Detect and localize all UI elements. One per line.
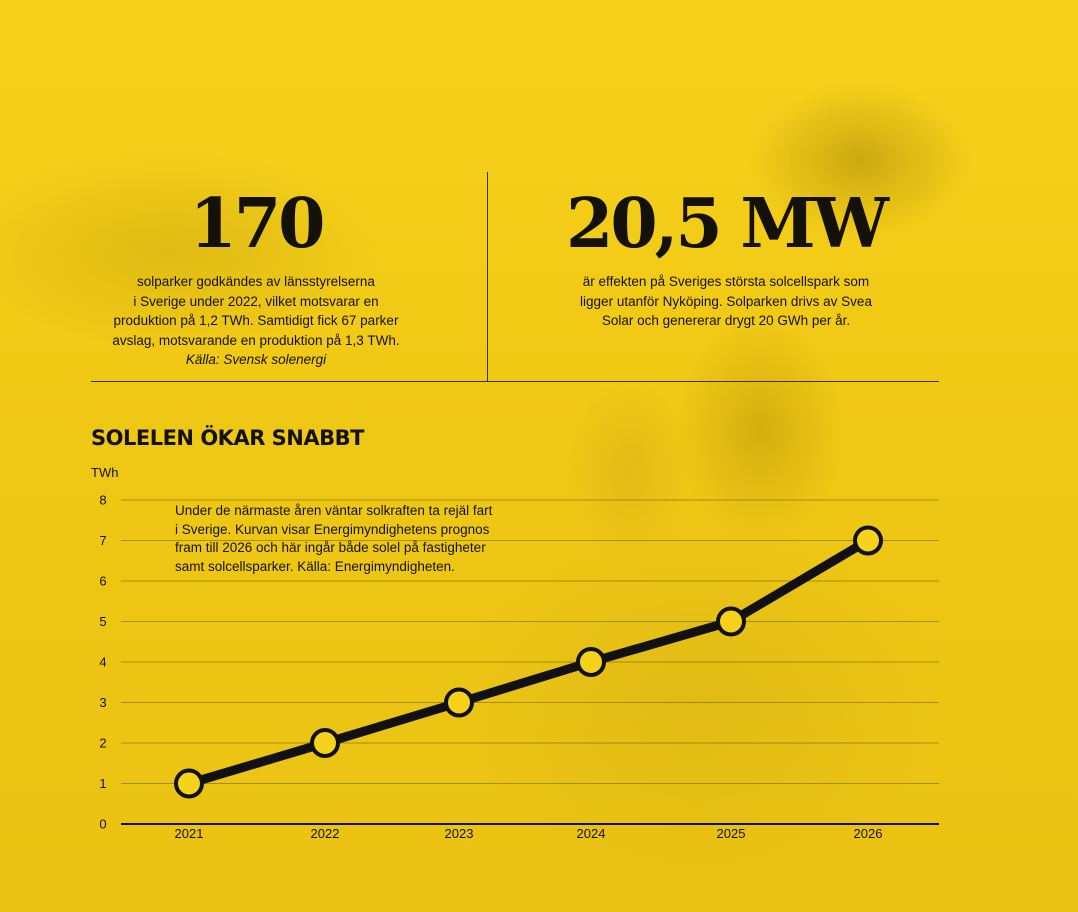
x-tick-label: 2025: [717, 826, 746, 841]
y-tick-label: 5: [99, 614, 106, 629]
chart-note: Under de närmaste åren väntar solkraften…: [175, 502, 530, 576]
y-axis-label: TWh: [91, 465, 118, 480]
stat-description: är effekten på Sveriges största solcells…: [556, 272, 896, 331]
chart-note-line: Under de närmaste åren väntar solkraften…: [175, 503, 493, 518]
stat-line: Solar och genererar drygt 20 GWh per år.: [601, 313, 851, 328]
stat-value: 170: [189, 184, 326, 264]
y-tick-label: 3: [99, 695, 106, 710]
horizontal-divider: [91, 381, 939, 382]
stat-description: solparker godkändes av länsstyrelserna i…: [88, 272, 424, 370]
stat-parks-approved: 170 solparker godkändes av länsstyrelser…: [88, 190, 424, 370]
data-point: [853, 525, 883, 556]
stat-source: Källa: Svensk solenergi: [185, 352, 327, 367]
stat-line: avslag, motsvarande en produktion på 1,3…: [112, 332, 400, 348]
stat-line: ligger utanför Nyköping. Solparken drivs…: [580, 293, 872, 309]
y-tick-label: 0: [99, 817, 106, 832]
x-tick-label: 2026: [854, 826, 883, 841]
stat-line: produktion på 1,2 TWh. Samtidigt fick 67…: [113, 313, 399, 328]
data-point: [444, 687, 474, 718]
stat-line: i Sverige under 2022, vilket motsvarar e…: [133, 293, 379, 309]
chart-note-line: fram till 2026 och här ingår både solel …: [175, 540, 486, 555]
series-line: [184, 536, 873, 788]
stat-value: 20,5 MW: [566, 184, 889, 264]
x-tick-label: 2024: [577, 826, 606, 841]
y-tick-label: 8: [99, 493, 106, 508]
y-tick-label: 7: [99, 533, 106, 548]
data-point: [576, 647, 606, 677]
stat-line: är effekten på Sveriges största solcells…: [582, 274, 870, 289]
stat-largest-park: 20,5 MW är effekten på Sveriges största …: [556, 190, 896, 331]
x-tick-label: 2021: [175, 826, 204, 841]
x-tick-label: 2022: [311, 826, 340, 841]
y-tick-label: 2: [99, 736, 106, 751]
data-point: [716, 606, 746, 637]
vertical-divider: [487, 172, 488, 381]
x-tick-label: 2023: [445, 826, 474, 841]
y-tick-label: 6: [99, 574, 106, 589]
chart-title: SOLELEN ÖKAR SNABBT: [91, 426, 364, 450]
chart-note-line: samt solcellsparker. Källa: Energimyndig…: [175, 558, 455, 574]
y-tick-label: 1: [99, 776, 106, 791]
data-point: [174, 768, 204, 799]
chart-note-line: i Sverige. Kurvan visar Energimyndighete…: [175, 521, 490, 537]
stat-line: solparker godkändes av länsstyrelserna: [137, 274, 375, 289]
data-point: [310, 728, 340, 758]
y-tick-label: 4: [99, 655, 106, 670]
